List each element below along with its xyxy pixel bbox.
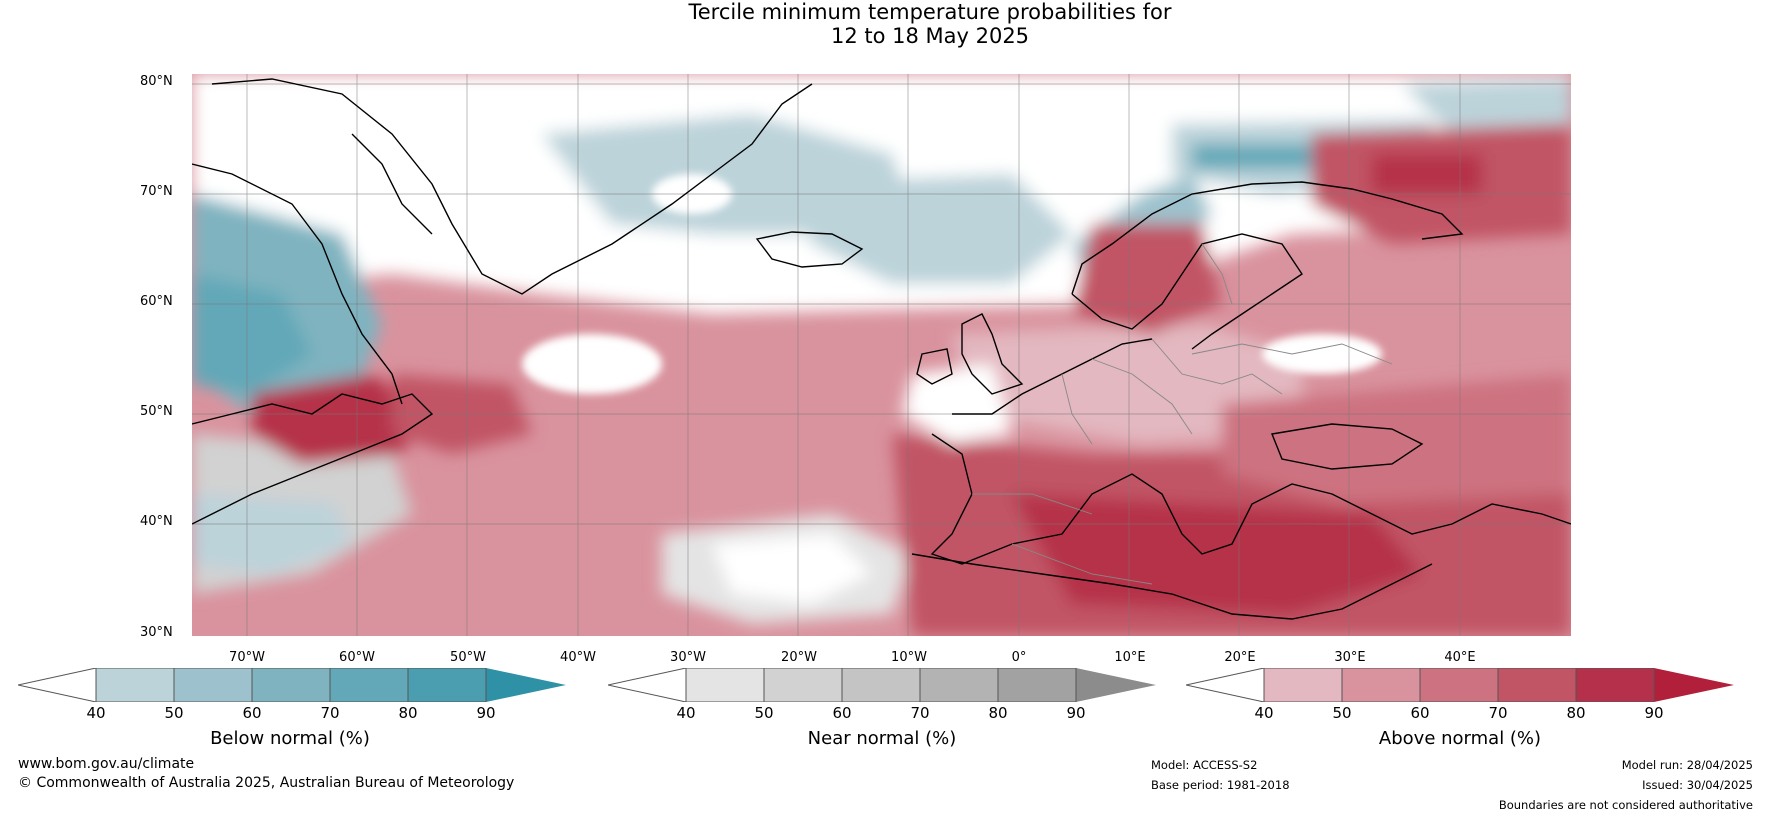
country-borders bbox=[972, 243, 1393, 585]
cbar-below-high-arrow bbox=[486, 668, 566, 702]
cbar-above-tick-50: 50 bbox=[1332, 704, 1352, 722]
lat-label-70n: 70°N bbox=[140, 184, 173, 199]
cbar-below-bin-80-90 bbox=[408, 668, 486, 702]
cbar-above-low-arrow bbox=[1186, 668, 1265, 702]
cbar-below-bin-50-60 bbox=[174, 668, 252, 702]
cbar-below-low-arrow bbox=[18, 668, 97, 702]
cbar-near-tick-80: 80 bbox=[988, 704, 1008, 722]
cbar-above-label: Above normal (%) bbox=[1378, 728, 1542, 749]
cbar-above-tick-90: 90 bbox=[1644, 704, 1664, 722]
footer-url[interactable]: www.bom.gov.au/climate bbox=[18, 756, 195, 772]
cbar-near-bin-50-60 bbox=[764, 668, 842, 702]
footer-model-run: Model run: 28/04/2025 bbox=[1621, 758, 1753, 772]
lon-label-10e: 10°E bbox=[1114, 650, 1146, 665]
cbar-below-tick-40: 40 bbox=[86, 704, 106, 722]
cbar-above-bin-40-50 bbox=[1264, 668, 1342, 702]
lat-label-40n: 40°N bbox=[140, 514, 173, 529]
cbar-above-tick-80: 80 bbox=[1566, 704, 1586, 722]
footer-issued: Issued: 30/04/2025 bbox=[1642, 778, 1753, 792]
footer-copyright: © Commonwealth of Australia 2025, Austra… bbox=[18, 775, 515, 791]
map-title: Tercile minimum temperature probabilitie… bbox=[0, 0, 1770, 48]
lon-label-70w: 70°W bbox=[229, 650, 265, 665]
cbar-below-bin-40-50 bbox=[96, 668, 174, 702]
cbar-near-high-arrow bbox=[1076, 668, 1156, 702]
lon-label-30w: 30°W bbox=[670, 650, 706, 665]
cbar-near-tick-60: 60 bbox=[832, 704, 852, 722]
footer-base-period: Base period: 1981-2018 bbox=[1151, 778, 1290, 792]
cbar-below-tick-60: 60 bbox=[242, 704, 262, 722]
map-svg bbox=[192, 74, 1571, 636]
lat-label-80n: 80°N bbox=[140, 74, 173, 89]
lon-label-20w: 20°W bbox=[781, 650, 817, 665]
cbar-above-bin-60-70 bbox=[1420, 668, 1498, 702]
title-line-2: 12 to 18 May 2025 bbox=[830, 24, 1030, 48]
lon-label-10w: 10°W bbox=[891, 650, 927, 665]
cbar-below-tick-80: 80 bbox=[398, 704, 418, 722]
cbar-near-tick-50: 50 bbox=[754, 704, 774, 722]
coastlines bbox=[192, 78, 1571, 620]
title-line-1: Tercile minimum temperature probabilitie… bbox=[688, 0, 1172, 24]
colorbar-near-normal bbox=[608, 668, 1156, 702]
cbar-below-bin-60-70 bbox=[252, 668, 330, 702]
lon-label-60w: 60°W bbox=[339, 650, 375, 665]
footer-disclaimer: Boundaries are not considered authoritat… bbox=[1498, 798, 1753, 812]
cbar-near-low-arrow bbox=[608, 668, 687, 702]
cbar-above-high-arrow bbox=[1654, 668, 1734, 702]
lon-label-40e: 40°E bbox=[1444, 650, 1476, 665]
lon-label-50w: 50°W bbox=[450, 650, 486, 665]
cbar-below-tick-70: 70 bbox=[320, 704, 340, 722]
cbar-near-tick-40: 40 bbox=[676, 704, 696, 722]
colorbar-above-normal bbox=[1186, 668, 1734, 702]
cbar-below-bin-70-80 bbox=[330, 668, 408, 702]
cbar-near-bin-60-70 bbox=[842, 668, 920, 702]
lon-label-40w: 40°W bbox=[560, 650, 596, 665]
cbar-near-label: Near normal (%) bbox=[807, 728, 957, 749]
cbar-above-bin-80-90 bbox=[1576, 668, 1654, 702]
colorbar-below-normal bbox=[18, 668, 566, 702]
cbar-below-label: Below normal (%) bbox=[210, 728, 370, 749]
lon-label-30e: 30°E bbox=[1334, 650, 1366, 665]
cbar-near-bin-70-80 bbox=[920, 668, 998, 702]
probability-map bbox=[192, 74, 1571, 636]
cbar-above-tick-70: 70 bbox=[1488, 704, 1508, 722]
cbar-above-tick-40: 40 bbox=[1254, 704, 1274, 722]
lat-label-50n: 50°N bbox=[140, 404, 173, 419]
lat-label-30n: 30°N bbox=[140, 625, 173, 640]
cbar-below-tick-90: 90 bbox=[476, 704, 496, 722]
lon-label-0: 0° bbox=[1011, 650, 1027, 665]
footer-model: Model: ACCESS-S2 bbox=[1151, 758, 1258, 772]
lat-label-60n: 60°N bbox=[140, 294, 173, 309]
lon-label-20e: 20°E bbox=[1224, 650, 1256, 665]
cbar-near-bin-80-90 bbox=[998, 668, 1076, 702]
cbar-near-bin-40-50 bbox=[686, 668, 764, 702]
cbar-near-tick-90: 90 bbox=[1066, 704, 1086, 722]
cbar-near-tick-70: 70 bbox=[910, 704, 930, 722]
cbar-above-bin-70-80 bbox=[1498, 668, 1576, 702]
cbar-above-bin-50-60 bbox=[1342, 668, 1420, 702]
cbar-below-tick-50: 50 bbox=[164, 704, 184, 722]
cbar-above-tick-60: 60 bbox=[1410, 704, 1430, 722]
